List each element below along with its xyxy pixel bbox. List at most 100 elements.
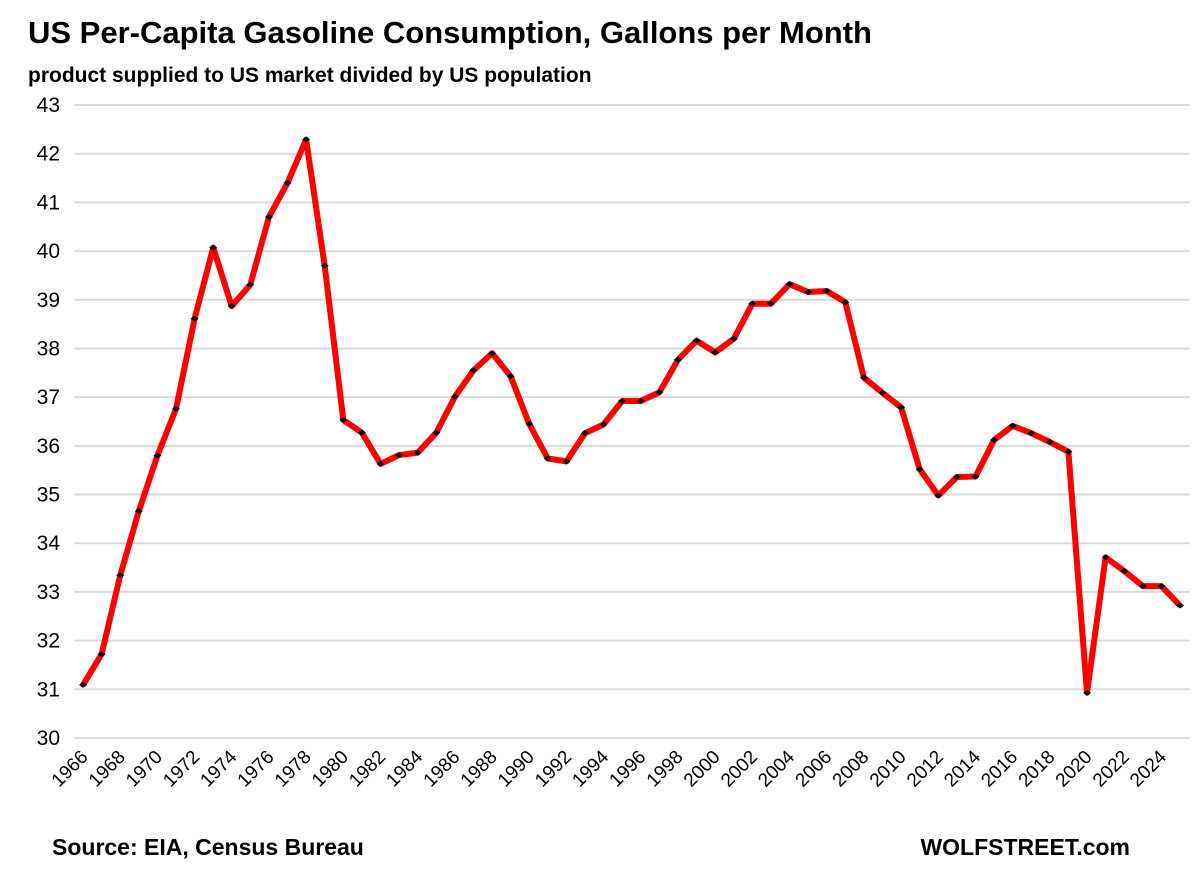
x-tick-label: 2016 bbox=[977, 747, 1022, 792]
y-tick-label: 36 bbox=[37, 435, 60, 458]
x-axis-ticks: 1966196819701972197419761978198019821984… bbox=[48, 746, 1171, 791]
x-tick-label: 2006 bbox=[792, 747, 837, 792]
data-point-marker bbox=[506, 373, 515, 380]
data-point-marker bbox=[395, 452, 404, 459]
y-tick-label: 33 bbox=[37, 581, 60, 604]
data-point-marker bbox=[618, 398, 627, 405]
chart-title: US Per-Capita Gasoline Consumption, Gall… bbox=[28, 15, 872, 50]
x-tick-label: 1994 bbox=[568, 746, 613, 791]
data-point-marker bbox=[469, 367, 478, 374]
data-point-marker bbox=[729, 335, 738, 342]
data-point-marker bbox=[1101, 554, 1110, 561]
data-point-marker bbox=[227, 303, 236, 310]
data-point-marker bbox=[804, 288, 813, 295]
y-tick-label: 34 bbox=[37, 532, 61, 555]
data-point-marker bbox=[971, 473, 980, 480]
x-tick-label: 2004 bbox=[754, 746, 799, 791]
x-tick-label: 1984 bbox=[382, 746, 427, 791]
data-point-marker bbox=[432, 429, 441, 436]
x-tick-label: 2008 bbox=[829, 747, 874, 792]
data-point-marker bbox=[134, 508, 143, 515]
data-point-marker bbox=[488, 350, 497, 357]
y-tick-label: 41 bbox=[37, 191, 60, 214]
x-tick-label: 1992 bbox=[531, 747, 576, 792]
data-point-marker bbox=[97, 651, 106, 658]
y-tick-label: 39 bbox=[37, 289, 60, 312]
y-axis-ticks: 30 31 32 33 34 35 36 37 38 39 40 41 42 43 bbox=[37, 94, 61, 750]
x-tick-label: 1980 bbox=[308, 747, 353, 792]
data-point-marker bbox=[79, 681, 87, 688]
data-point-marker bbox=[376, 460, 385, 467]
data-point-marker bbox=[209, 244, 218, 251]
x-tick-label: 2022 bbox=[1089, 747, 1134, 792]
y-tick-label: 38 bbox=[37, 337, 60, 360]
gridlines bbox=[74, 104, 1190, 739]
y-tick-label: 42 bbox=[37, 143, 60, 166]
data-point-marker bbox=[692, 337, 701, 344]
y-tick-label: 37 bbox=[37, 386, 60, 409]
y-tick-label: 35 bbox=[37, 484, 60, 507]
data-point-marker bbox=[413, 449, 422, 456]
data-point-marker bbox=[450, 393, 459, 400]
y-tick-label: 31 bbox=[37, 678, 60, 701]
x-tick-label: 1974 bbox=[197, 746, 242, 791]
y-tick-label: 30 bbox=[37, 727, 60, 750]
x-tick-label: 1998 bbox=[643, 747, 688, 792]
x-tick-label: 2014 bbox=[940, 746, 985, 791]
chart-subtitle: product supplied to US market divided by… bbox=[28, 64, 592, 87]
data-point-marker bbox=[1120, 567, 1129, 574]
data-point-marker bbox=[525, 420, 534, 427]
data-point-marker bbox=[673, 356, 682, 363]
x-tick-label: 1978 bbox=[271, 747, 316, 792]
data-point-marker bbox=[190, 315, 199, 322]
x-tick-label: 1990 bbox=[494, 747, 539, 792]
data-point-marker bbox=[116, 572, 125, 579]
y-tick-label: 43 bbox=[37, 94, 60, 117]
data-point-marker bbox=[1008, 422, 1017, 429]
x-tick-label: 1986 bbox=[420, 747, 465, 792]
x-tick-label: 2024 bbox=[1126, 746, 1171, 791]
x-tick-label: 2000 bbox=[680, 747, 725, 792]
data-point-marker bbox=[841, 299, 850, 306]
x-tick-label: 1996 bbox=[606, 747, 651, 792]
x-tick-label: 1976 bbox=[234, 747, 279, 792]
data-point-marker bbox=[357, 429, 366, 436]
data-point-marker bbox=[153, 452, 162, 459]
x-tick-label: 1982 bbox=[345, 747, 390, 792]
data-point-marker bbox=[1176, 602, 1184, 609]
data-point-marker bbox=[1157, 583, 1166, 590]
x-tick-label: 2010 bbox=[866, 747, 911, 792]
data-point-marker bbox=[543, 455, 552, 462]
data-point-marker bbox=[766, 300, 775, 307]
data-point-marker bbox=[897, 404, 906, 411]
data-point-marker bbox=[822, 288, 831, 295]
data-point-marker bbox=[748, 300, 757, 307]
data-point-marker bbox=[171, 405, 180, 412]
data-point-marker bbox=[1027, 430, 1036, 437]
x-tick-label: 1968 bbox=[85, 747, 130, 792]
x-tick-label: 2018 bbox=[1015, 747, 1060, 792]
x-tick-label: 1972 bbox=[159, 747, 204, 792]
data-point-marker bbox=[339, 417, 348, 424]
source-note: Source: EIA, Census Bureau bbox=[52, 834, 364, 860]
data-point-marker bbox=[952, 474, 961, 481]
data-point-marker bbox=[599, 421, 608, 428]
credit-watermark: WOLFSTREET.com bbox=[920, 834, 1130, 860]
x-tick-label: 1988 bbox=[457, 747, 502, 792]
x-tick-label: 2012 bbox=[903, 747, 948, 792]
series-line bbox=[80, 136, 1183, 696]
x-tick-label: 2002 bbox=[717, 747, 762, 792]
data-point-marker bbox=[264, 213, 273, 220]
y-tick-label: 32 bbox=[37, 630, 60, 653]
series-layer bbox=[79, 136, 1184, 696]
x-tick-label: 1970 bbox=[122, 747, 167, 792]
data-point-marker bbox=[711, 349, 720, 356]
data-point-marker bbox=[785, 281, 794, 288]
x-tick-label: 2020 bbox=[1052, 747, 1097, 792]
data-point-marker bbox=[934, 492, 943, 499]
data-point-marker bbox=[990, 437, 999, 444]
data-point-marker bbox=[1064, 448, 1073, 455]
data-point-marker bbox=[1083, 689, 1092, 696]
data-point-marker bbox=[655, 389, 664, 396]
